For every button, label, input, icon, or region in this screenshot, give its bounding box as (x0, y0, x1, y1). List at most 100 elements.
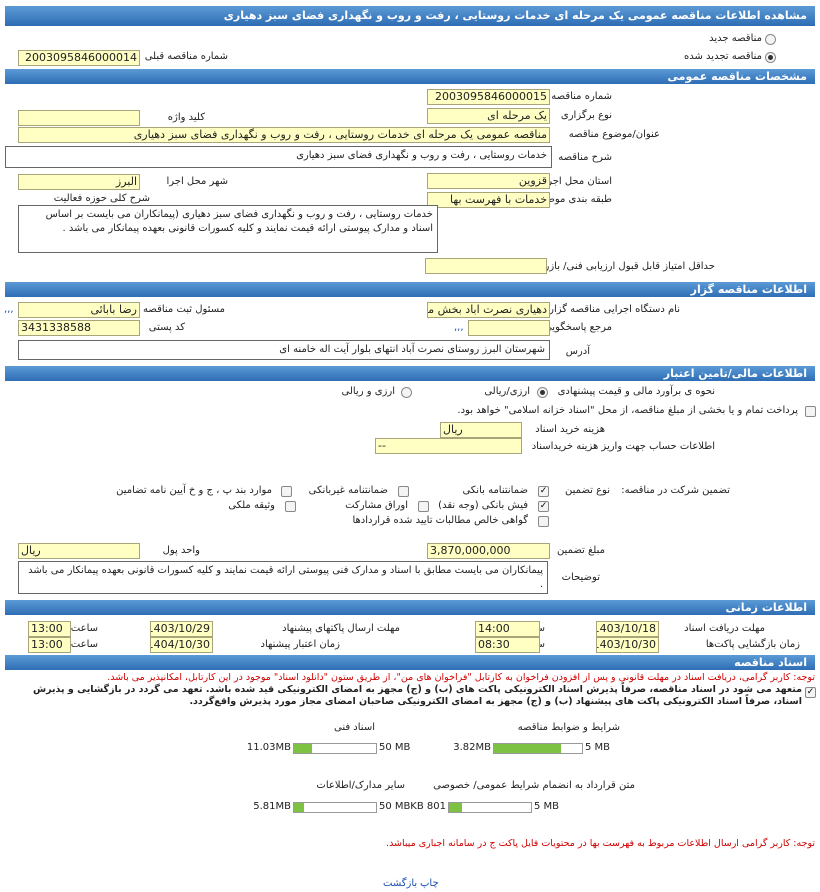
checkbox[interactable] (805, 406, 816, 417)
progress-fill (294, 744, 313, 753)
file-label: اسناد فنی (334, 722, 375, 733)
checkbox[interactable] (418, 501, 429, 512)
section-title: اطلاعات مناقصه گزار (5, 282, 815, 297)
field: پیمانکاران می بایست مطابق با اسناد و مدا… (18, 561, 548, 594)
field (18, 110, 140, 126)
section-title: مشخصات مناقصه عمومی (5, 69, 815, 84)
label: آدرس (565, 346, 590, 357)
option: موارد بند پ ، ج و خ آیین نامه تضامین (116, 485, 272, 496)
radio[interactable] (765, 34, 776, 45)
field: یک مرحله ای (427, 108, 550, 124)
field: شهرستان البرز روستای نصرت آباد انتهای بل… (18, 340, 550, 360)
label: حداقل امتیاز قابل قبول ارزیابی فنی/ بازر… (525, 261, 715, 272)
extra: ,,, (4, 304, 14, 315)
section-title: اطلاعات زمانی (5, 600, 815, 615)
radio[interactable] (537, 387, 548, 398)
option: ارزی و ریالی (341, 386, 396, 397)
checkbox[interactable] (281, 486, 292, 497)
option: ارزی/ریالی (484, 386, 530, 397)
checkbox[interactable]: ✓ (538, 486, 549, 497)
field: 2003095846000014 (18, 50, 140, 66)
checkbox[interactable] (398, 486, 409, 497)
label: شهر محل اجرا (166, 176, 228, 187)
progress-fill (294, 803, 304, 812)
file-limit: 5 MB (534, 801, 560, 812)
file-size: 11.03MB (246, 742, 291, 753)
field: ریال (18, 543, 140, 559)
file-label: شرایط و ضوابط مناقصه (517, 722, 620, 733)
label: مرجع پاسخگویی (543, 322, 612, 333)
textarea: خدمات روستایی ، رفت و روب و نگهداری فضای… (18, 205, 438, 253)
field (425, 258, 547, 274)
field: مناقصه عمومی یک مرحله ای خدمات روستایی ،… (18, 127, 550, 143)
radio[interactable] (765, 52, 776, 63)
label: واحد پول (162, 545, 200, 556)
label: نوع برگزاری (560, 110, 612, 121)
option: اوراق مشارکت (345, 500, 408, 511)
label: مناقصه تجدید شده (684, 51, 762, 62)
field (468, 320, 550, 336)
radio[interactable] (401, 387, 412, 398)
option: ضمانتنامه غیربانکی (308, 485, 388, 496)
file-limit: 5 MB (585, 742, 611, 753)
notice: توجه: کاربر گرامی، دریافت اسناد در مهلت … (107, 672, 815, 683)
field: 3431338588 (18, 320, 140, 336)
field: 14:00 (475, 621, 540, 637)
option: وثیقه ملکی (228, 500, 275, 511)
label: مناقصه جدید (709, 33, 762, 44)
field: خدمات روستایی ، رفت و روب و نگهداری فضای… (5, 146, 552, 168)
label: کد پستی (148, 322, 185, 333)
field: 1403/10/18 (596, 621, 659, 637)
label: ساعت (70, 623, 98, 634)
progress-fill (494, 744, 562, 753)
label: پرداخت تمام و یا بخشی از مبلغ مناقصه، از… (457, 405, 798, 416)
checkbox[interactable]: ✓ (538, 501, 549, 512)
extra: ,,, (454, 322, 464, 333)
label: عنوان/موضوع مناقصه (568, 129, 660, 140)
commitment: متعهد می شود در اسناد مناقصه، صرفاً پذیر… (32, 684, 802, 707)
file-label: متن قرارداد به انضمام شرایط عمومی/ خصوصی (433, 780, 635, 791)
back-link[interactable]: بازگشت (383, 878, 418, 889)
checkbox[interactable]: ✓ (805, 687, 816, 698)
file-label: سایر مدارک/اطلاعات (316, 780, 405, 791)
page-title: مشاهده اطلاعات مناقصه عمومی یک مرحله ای … (5, 6, 815, 26)
field: خدمات با فهرست بها (427, 192, 550, 208)
label: نوع تضمین (565, 485, 610, 496)
label: مبلغ تضمین (556, 545, 605, 556)
label: هزینه خرید اسناد (535, 424, 605, 435)
field: -- (375, 438, 522, 454)
label: کلید واژه (167, 112, 205, 123)
progress-track (293, 802, 377, 813)
field: دهیاری نصرت اباد بخش مرکزی (427, 302, 550, 318)
label: تضمین شرکت در مناقصه: (621, 485, 730, 496)
progress-track (493, 743, 583, 754)
notice: توجه: کاربر گرامی ارسال اطلاعات مربوط به… (386, 838, 815, 849)
file-size: 3.82MB (453, 742, 491, 753)
label: ساعت (70, 639, 98, 650)
progress-track (293, 743, 377, 754)
option: ضمانتنامه بانکی (462, 485, 528, 496)
progress-track (448, 802, 532, 813)
section-title: اطلاعات مالی/تامین اعتبار (5, 366, 815, 381)
label: مهلت دریافت اسناد (684, 623, 765, 634)
print-link[interactable]: چاپ (420, 878, 439, 889)
progress-fill (449, 803, 463, 812)
field: 08:30 (475, 637, 540, 653)
file-limit: 50 MB (379, 742, 411, 753)
checkbox[interactable] (285, 501, 296, 512)
field: 13:00 (28, 621, 71, 637)
file-size: 5.81MB (253, 801, 291, 812)
option: فیش بانکی (وجه نقد) (438, 500, 528, 511)
label: شرح کلی حوزه فعالیت (53, 193, 150, 204)
label: شماره مناقصه قبلی (144, 51, 228, 62)
checkbox[interactable] (538, 516, 549, 527)
label: اطلاعات حساب جهت واریز هزینه خریداسناد (531, 441, 715, 452)
file-limit: 50 MB (379, 801, 411, 812)
label: شماره مناقصه (551, 91, 612, 102)
label: استان محل اجرا (544, 176, 612, 187)
label: نام دستگاه اجرایی مناقصه گزار (549, 304, 680, 315)
label: زمان بازگشایی پاکت‌ها (705, 639, 800, 650)
field: 3,870,000,000 (427, 543, 550, 559)
